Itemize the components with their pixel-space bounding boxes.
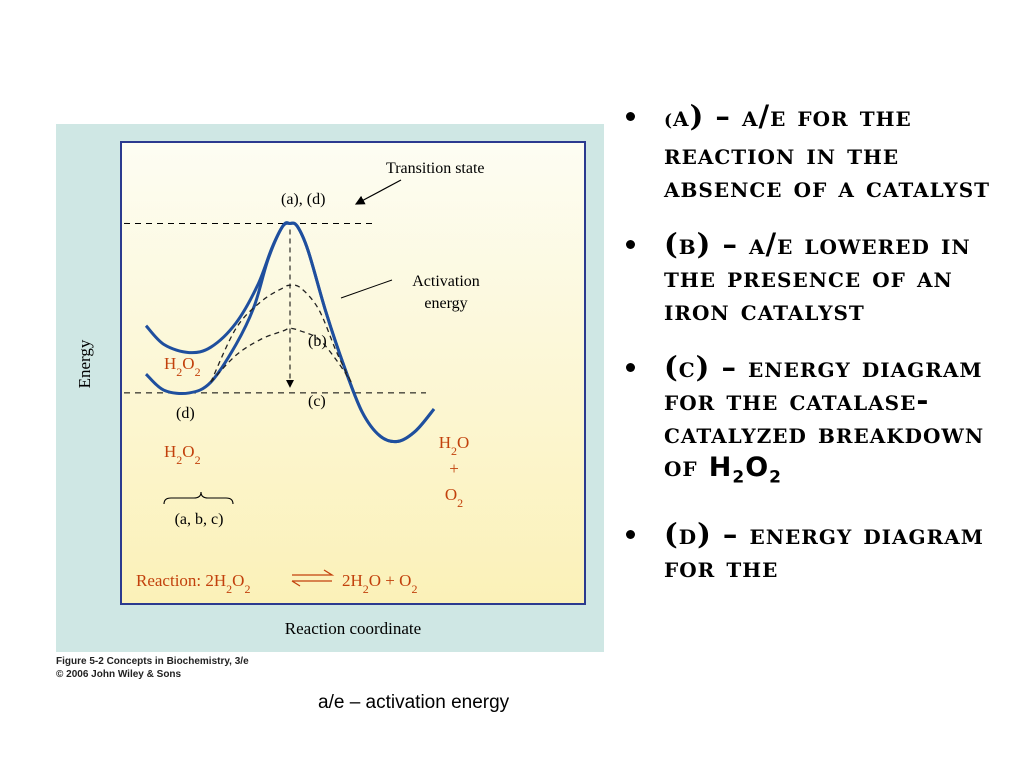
- figure-caption-line1: Figure 5-2 Concepts in Biochemistry, 3/e: [56, 656, 249, 667]
- bullet-list: (a) – a/e for the reaction in the absenc…: [620, 100, 1020, 768]
- bullet-dot: [626, 530, 635, 540]
- energy-diagram: Energy Reaction coordinate Transition st…: [75, 141, 586, 638]
- legend-note: a/e – activation energy: [318, 692, 510, 713]
- series-layer: [124, 221, 436, 444]
- x-axis-label: Reaction coordinate: [285, 619, 421, 638]
- product-label-line1: H2O: [439, 433, 470, 458]
- reactant-label-upper: H2O2: [164, 354, 201, 379]
- label-b: (b): [308, 333, 327, 350]
- product-label-line3: O2: [445, 485, 463, 510]
- figure-panel: Energy Reaction coordinate Transition st…: [56, 124, 604, 652]
- annotation-layer: Transition state (a), (d) Activation energy…: [136, 160, 485, 596]
- bullet-lead: (: [664, 111, 674, 131]
- reaction-products: 2H2O + O2: [342, 571, 417, 596]
- bullet-dot: [626, 363, 635, 372]
- bullet-item-d: (d) – energy diagram for the: [620, 518, 1020, 584]
- plot-frame: [120, 141, 586, 605]
- reactant-label-lower: H2O2: [164, 442, 201, 467]
- activation-pointer: [340, 279, 393, 299]
- bullet-dot: [626, 112, 635, 121]
- label-d: (d): [176, 405, 195, 422]
- curve-c: [210, 327, 352, 383]
- product-plus: +: [449, 459, 459, 478]
- y-axis-label: Energy: [75, 339, 94, 388]
- curve-d: [144, 221, 436, 444]
- activation-label-1: Activation: [412, 273, 480, 290]
- transition-state-label: Transition state: [386, 160, 485, 177]
- bullet-text-c: (c) – energy diagram for the catalase-ca…: [664, 350, 985, 483]
- transition-state-arrow: [354, 179, 402, 205]
- bullet-item-c: (c) – energy diagram for the catalase-ca…: [620, 351, 1020, 494]
- equilibrium-arrows: [291, 569, 335, 587]
- bullet-formula: H2O2: [708, 452, 782, 488]
- peak-label: (a), (d): [281, 191, 325, 208]
- bullet-item-a: (a) – a/e for the reaction in the absenc…: [620, 100, 1020, 204]
- bullet-dot: [626, 240, 635, 249]
- label-c: (c): [308, 393, 326, 410]
- bullet-text-b: (b) – a/e lowered in the presence of an …: [664, 227, 971, 327]
- reaction-reactants: Reaction: 2H2O2: [136, 571, 250, 596]
- reactant-brace: [163, 491, 234, 505]
- brace-label: (a, b, c): [175, 511, 224, 528]
- activation-label-2: energy: [424, 295, 467, 312]
- bullet-item-b: (b) – a/e lowered in the presence of an …: [620, 228, 1020, 327]
- curve-b: [210, 284, 352, 383]
- bullet-text-a: a) – a/e for the reaction in the absence…: [664, 100, 991, 204]
- bullet-text-d: (d) – energy diagram for the: [664, 517, 984, 585]
- figure-caption-line2: © 2006 John Wiley & Sons: [56, 669, 182, 680]
